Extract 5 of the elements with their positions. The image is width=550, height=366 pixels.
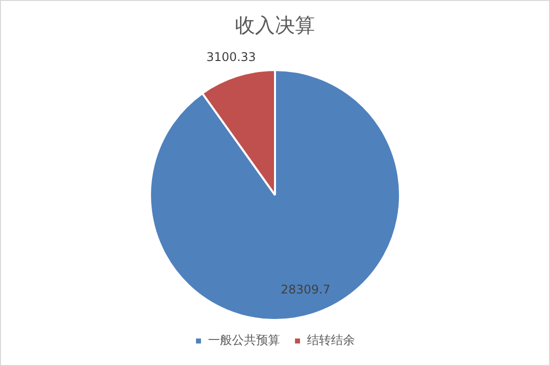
- legend-label: 一般公共预算: [208, 333, 280, 348]
- data-label: 3100.33: [206, 50, 256, 64]
- data-label: 28309.7: [280, 282, 330, 296]
- legend-label: 结转结余: [307, 333, 355, 348]
- chart-title: 收入决算: [235, 13, 315, 38]
